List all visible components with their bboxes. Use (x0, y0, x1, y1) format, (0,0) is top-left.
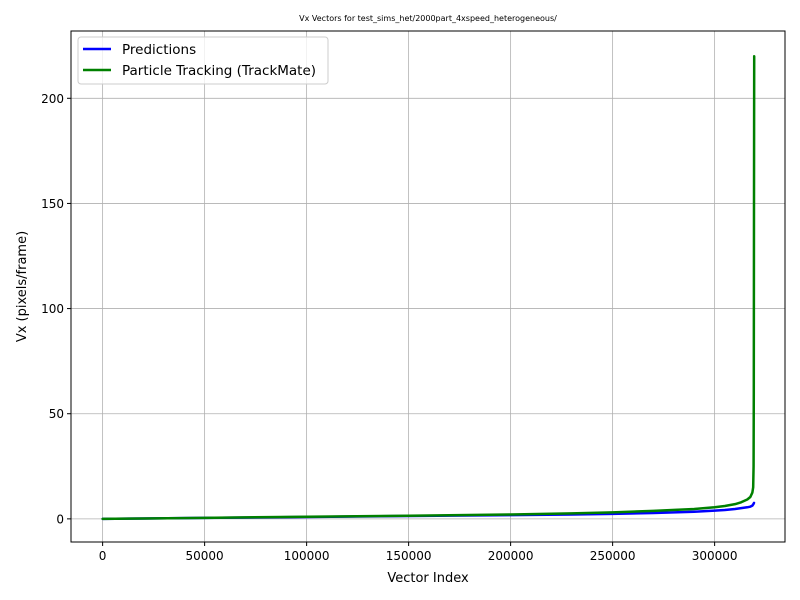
x-tick-label: 100000 (284, 549, 330, 563)
y-tick-label: 100 (41, 302, 64, 316)
legend-label-trackmate: Particle Tracking (TrackMate) (122, 63, 316, 79)
y-tick-label: 50 (49, 407, 64, 421)
x-tick-label: 150000 (386, 549, 432, 563)
x-tick-label: 0 (99, 549, 107, 563)
legend: Predictions Particle Tracking (TrackMate… (77, 36, 329, 85)
x-tick-label: 300000 (692, 549, 738, 563)
series-line-trackmate (101, 54, 756, 521)
legend-box (77, 36, 329, 85)
y-axis-ticks: 0 50 100 150 200 (41, 92, 71, 526)
legend-label-predictions: Predictions (122, 42, 196, 58)
series-layer (101, 54, 756, 521)
chart-title: Vx Vectors for test_sims_het/2000part_4x… (299, 14, 557, 23)
x-axis-label: Vector Index (387, 571, 469, 586)
y-tick-label: 200 (41, 92, 64, 106)
x-tick-label: 200000 (488, 549, 534, 563)
x-tick-label: 50000 (186, 549, 224, 563)
y-axis-label: Vx (pixels/frame) (15, 231, 30, 342)
plot-frame (70, 30, 786, 543)
y-tick-label: 0 (56, 512, 64, 526)
x-axis-ticks: 0 50000 100000 150000 200000 250000 300000 (99, 542, 738, 563)
y-tick-label: 150 (41, 197, 64, 211)
x-tick-label: 250000 (590, 549, 636, 563)
